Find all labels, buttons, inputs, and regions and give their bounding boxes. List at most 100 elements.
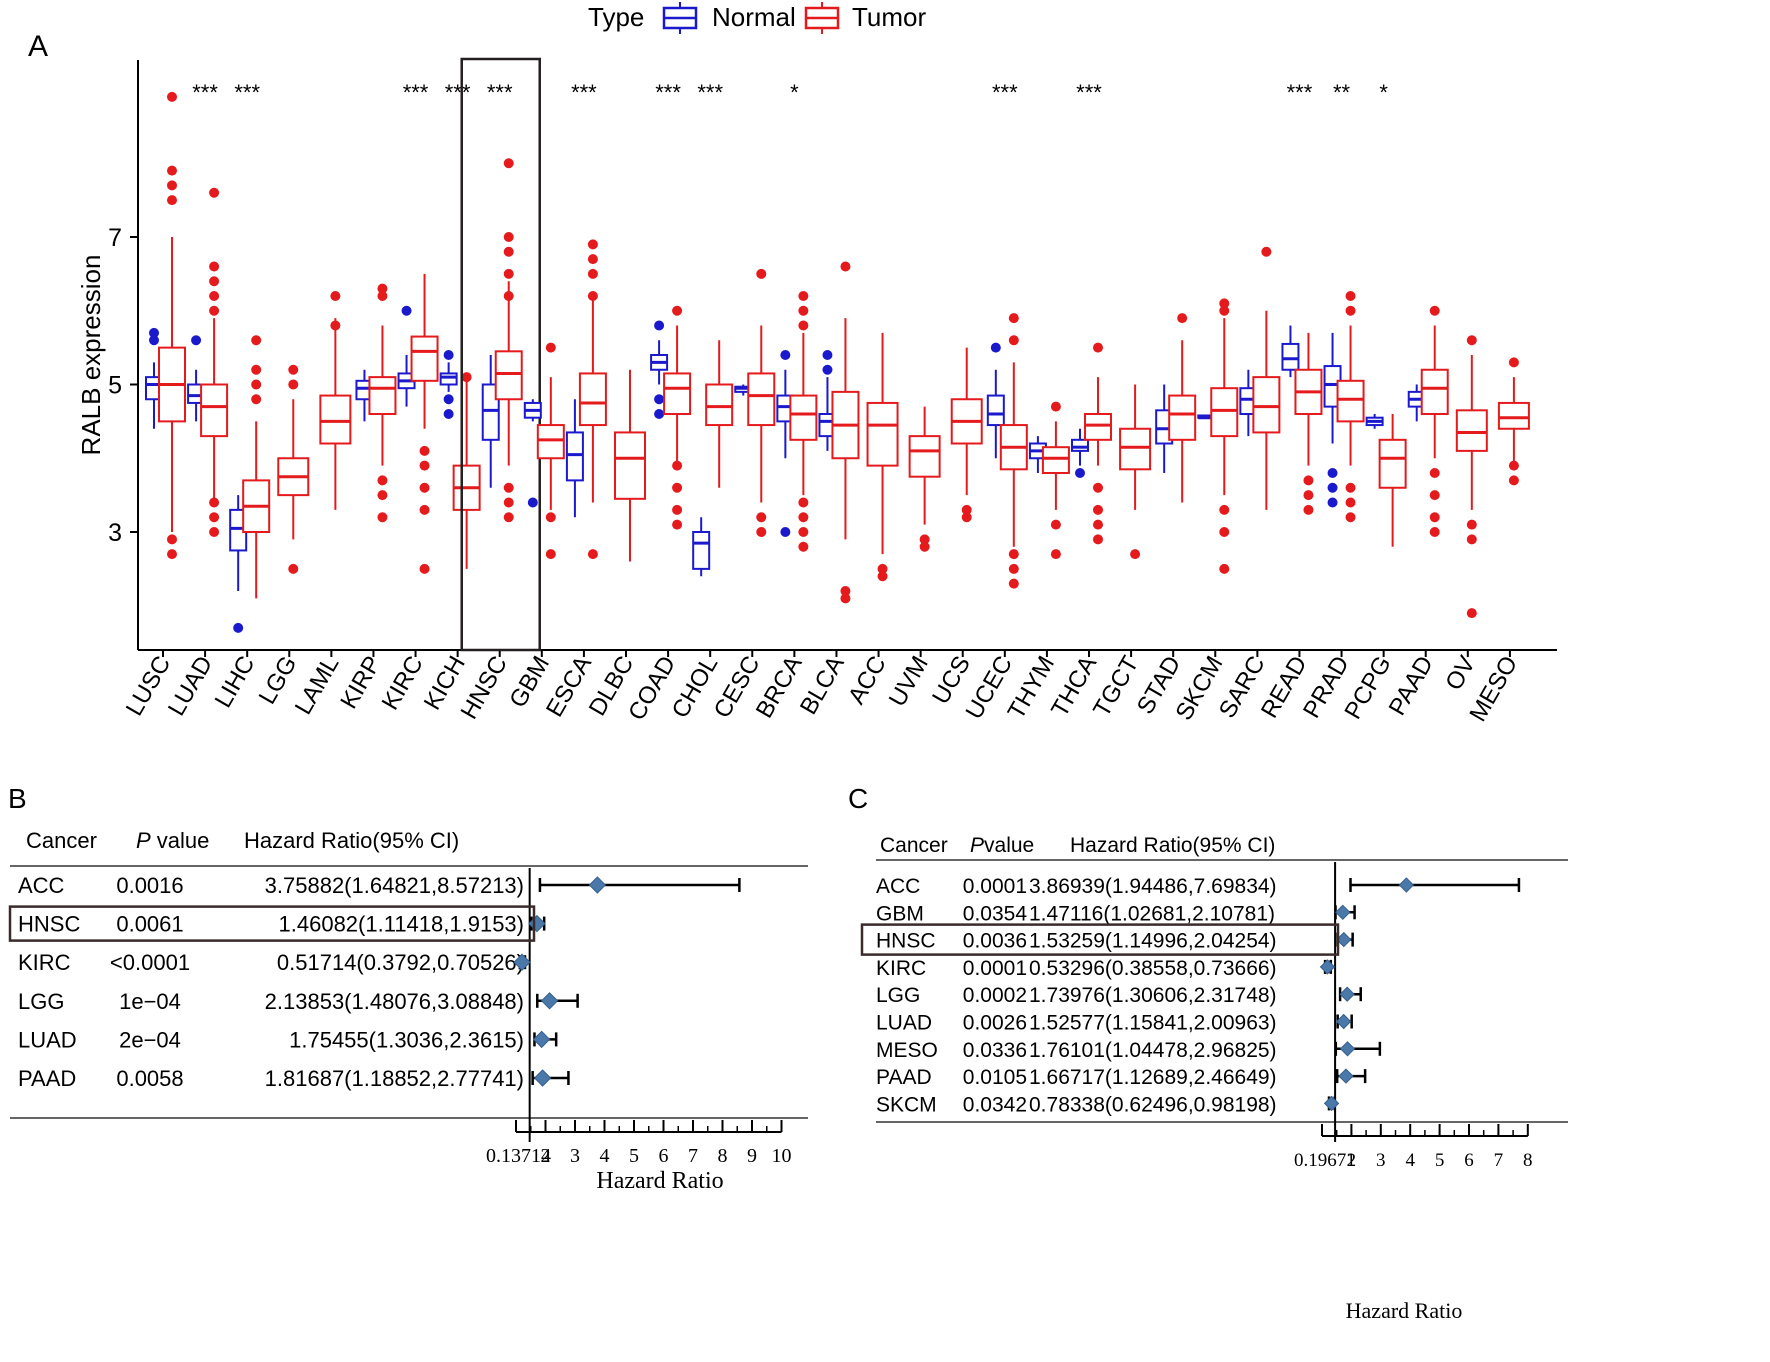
forest-x-tick-label: 7 bbox=[688, 1145, 698, 1167]
outlier bbox=[1327, 468, 1338, 478]
outlier bbox=[209, 527, 220, 537]
forest-x-tick-label: 4 bbox=[1405, 1150, 1415, 1171]
cancer-group-hnsc: ***HNSC bbox=[456, 80, 523, 724]
row-hr-ci: 1.81687(1.18852,2.77741) bbox=[265, 1066, 524, 1091]
outlier bbox=[209, 291, 220, 301]
box-tumor bbox=[452, 372, 481, 569]
significance-label: * bbox=[1379, 80, 1388, 105]
outlier bbox=[654, 394, 665, 405]
x-tick-label: KIRC bbox=[377, 652, 429, 715]
cancer-group-ucs: UCS bbox=[927, 347, 983, 709]
forest-row-kirc: KIRC <0.0001 0.51714(0.3792,0.70526) bbox=[18, 950, 531, 975]
outlier bbox=[1429, 490, 1440, 501]
box bbox=[410, 335, 439, 382]
forest-row-meso: MESO 0.0336 1.76101(1.04478,2.96825) bbox=[876, 1039, 1382, 1062]
outlier bbox=[1008, 549, 1019, 560]
outlier bbox=[1345, 482, 1356, 493]
significance-label: *** bbox=[571, 80, 597, 105]
box-tumor bbox=[277, 364, 310, 574]
outlier bbox=[840, 261, 851, 272]
outlier bbox=[288, 379, 299, 390]
outlier bbox=[167, 549, 177, 560]
cancer-group-skcm: SKCM bbox=[1170, 298, 1239, 725]
y-axis-title: RALB expression bbox=[76, 255, 106, 456]
outlier bbox=[780, 527, 791, 537]
box-tumor bbox=[789, 291, 818, 552]
x-tick-label: ACC bbox=[843, 652, 892, 709]
significance-label: *** bbox=[1287, 80, 1313, 105]
outlier bbox=[1050, 401, 1061, 412]
outlier bbox=[822, 364, 833, 375]
outlier bbox=[672, 460, 683, 471]
outlier bbox=[877, 563, 888, 574]
significance-label: * bbox=[790, 80, 799, 105]
box bbox=[986, 394, 1005, 427]
cancer-group-coad: ***COAD bbox=[623, 80, 692, 725]
box bbox=[494, 350, 523, 401]
row-hr-ci: 1.66717(1.12689,2.46649) bbox=[1029, 1066, 1277, 1089]
cancer-group-cesc: CESC bbox=[709, 268, 776, 723]
panel-label-c: C bbox=[848, 783, 868, 814]
box bbox=[747, 372, 776, 427]
outlier bbox=[798, 320, 809, 331]
forest-row-acc: ACC 0.0016 3.75882(1.64821,8.57213) bbox=[18, 873, 741, 898]
outlier bbox=[167, 534, 177, 545]
forest-row-lgg: LGG 0.0002 1.73976(1.30606,2.31748) bbox=[876, 984, 1362, 1007]
significance-label: *** bbox=[192, 80, 218, 105]
outlier bbox=[1219, 563, 1230, 574]
forest-x-tick-label: 8 bbox=[718, 1145, 728, 1167]
outlier bbox=[840, 586, 851, 596]
outlier bbox=[1466, 534, 1477, 545]
outlier bbox=[149, 327, 159, 338]
box bbox=[705, 383, 734, 427]
forest-x-tick-label: 10 bbox=[772, 1145, 792, 1167]
outlier bbox=[822, 350, 833, 360]
forest-row-gbm: GBM 0.0354 1.47116(1.02681,2.10781) bbox=[876, 902, 1356, 925]
outlier bbox=[1093, 342, 1103, 353]
box-tumor bbox=[494, 158, 523, 523]
outlier bbox=[1008, 335, 1019, 346]
outlier bbox=[756, 527, 767, 537]
box-normal bbox=[439, 350, 458, 419]
forest-x-tick-label: 2 bbox=[541, 1145, 551, 1167]
outlier bbox=[780, 350, 791, 360]
box-normal bbox=[1071, 428, 1089, 478]
row-p-value: 0.0002 bbox=[963, 984, 1027, 1007]
header-p: P value bbox=[136, 828, 209, 853]
outlier bbox=[798, 305, 809, 316]
box-tumor bbox=[1455, 335, 1488, 619]
box bbox=[692, 531, 711, 570]
box bbox=[1210, 387, 1239, 438]
outlier bbox=[503, 268, 514, 279]
outlier bbox=[288, 364, 299, 375]
outlier bbox=[149, 335, 159, 346]
box bbox=[1168, 394, 1197, 441]
row-p-value: 0.0026 bbox=[963, 1012, 1027, 1035]
row-cancer: SKCM bbox=[876, 1093, 937, 1116]
box bbox=[1084, 413, 1112, 441]
outlier bbox=[1008, 313, 1019, 324]
outlier bbox=[209, 497, 220, 508]
box-normal bbox=[565, 399, 584, 518]
x-tick-label: KIRP bbox=[335, 652, 386, 714]
outlier bbox=[251, 364, 262, 375]
outlier bbox=[756, 512, 767, 523]
row-hr-ci: 1.75455(1.3036,2.3615) bbox=[289, 1027, 524, 1052]
header-cancer: Cancer bbox=[26, 828, 97, 853]
outlier bbox=[1050, 549, 1061, 560]
outlier bbox=[545, 512, 556, 523]
cancer-group-thca: ***THCA bbox=[1046, 80, 1112, 722]
outlier bbox=[1508, 475, 1519, 486]
outlier bbox=[503, 291, 514, 301]
panel-label-b: B bbox=[8, 783, 27, 814]
outlier bbox=[1177, 313, 1188, 324]
outlier bbox=[919, 534, 930, 545]
outlier bbox=[1219, 504, 1230, 515]
outlier bbox=[840, 593, 851, 604]
x-tick-label: OV bbox=[1440, 652, 1481, 696]
forest-row-kirc: KIRC 0.0001 0.53296(0.38558,0.73666) bbox=[876, 957, 1336, 980]
highlight-box-hnsc bbox=[8, 905, 536, 942]
outlier bbox=[503, 246, 514, 257]
hr-diamond bbox=[1335, 1013, 1352, 1030]
row-cancer: PAAD bbox=[18, 1066, 76, 1091]
